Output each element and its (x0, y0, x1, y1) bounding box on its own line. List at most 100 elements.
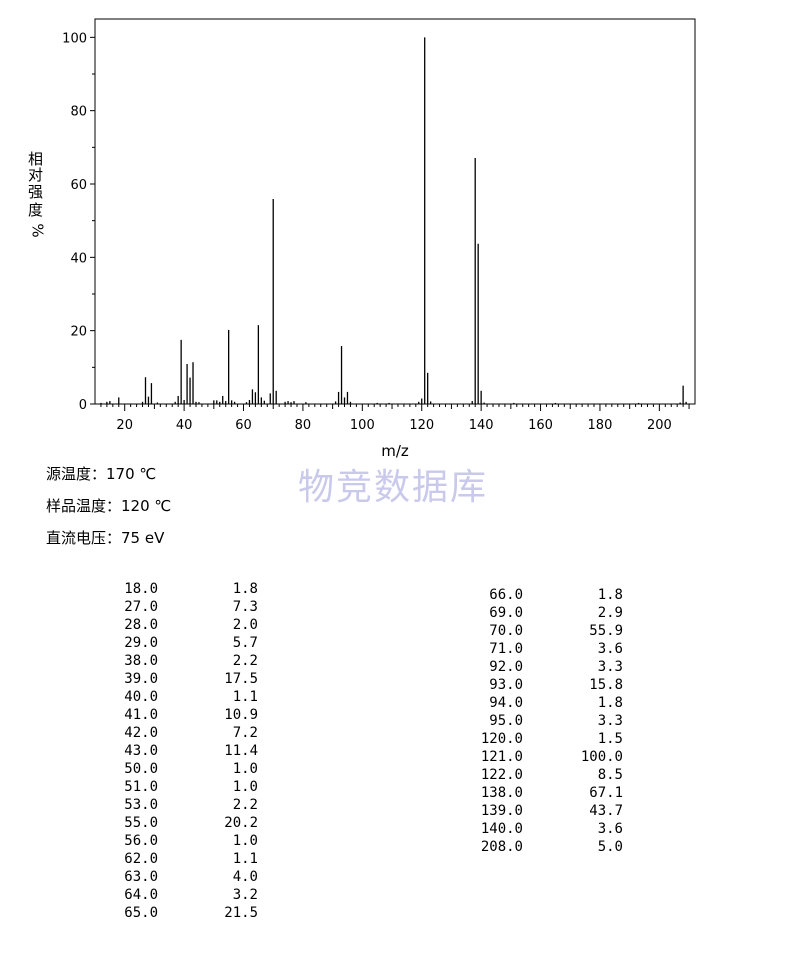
peak-intensity: 2.2 (232, 797, 258, 813)
x-tick-label: 60 (235, 418, 252, 433)
peak-intensity: 100.0 (580, 749, 623, 765)
sample-temperature: 样品温度：120 ℃ (46, 497, 172, 515)
peak-mz: 94.0 (489, 695, 523, 711)
peak-intensity: 5.0 (597, 839, 623, 855)
peak-mz: 41.0 (124, 707, 158, 723)
peak-row: 70.0 55.9 (463, 622, 623, 640)
peak-row: 29.0 5.7 (98, 634, 258, 652)
peak-mz: 42.0 (124, 725, 158, 741)
peak-mz: 18.0 (124, 581, 158, 597)
peak-row: 18.0 1.8 (98, 580, 258, 598)
y-axis-label-char: 度 (28, 201, 44, 219)
spectrum-peaks (100, 37, 687, 404)
y-tick-label: 40 (70, 251, 87, 266)
peak-mz: 92.0 (489, 659, 523, 675)
peak-mz: 121.0 (480, 749, 523, 765)
peak-row: 122.0 8.5 (463, 766, 623, 784)
peak-intensity: 1.1 (232, 851, 258, 867)
x-tick-label: 160 (528, 418, 553, 433)
peak-mz: 138.0 (480, 785, 523, 801)
peak-intensity: 3.3 (597, 713, 623, 729)
peak-intensity: 55.9 (589, 623, 623, 639)
peak-mz: 43.0 (124, 743, 158, 759)
peak-mz: 65.0 (124, 905, 158, 921)
peak-intensity: 3.6 (597, 641, 623, 657)
peak-row: 39.0 17.5 (98, 670, 258, 688)
peak-row: 41.0 10.9 (98, 706, 258, 724)
peak-mz: 51.0 (124, 779, 158, 795)
peak-intensity: 10.9 (224, 707, 258, 723)
x-tick-label: 120 (409, 418, 434, 433)
peak-row: 208.0 5.0 (463, 838, 623, 856)
dc-voltage: 直流电压：75 eV (46, 529, 165, 547)
peak-row: 66.0 1.8 (463, 586, 623, 604)
peak-mz: 29.0 (124, 635, 158, 651)
peak-mz: 93.0 (489, 677, 523, 693)
peak-intensity: 7.3 (232, 599, 258, 615)
peak-mz: 38.0 (124, 653, 158, 669)
peak-row: 139.0 43.7 (463, 802, 623, 820)
peak-mz: 120.0 (480, 731, 523, 747)
peak-row: 38.0 2.2 (98, 652, 258, 670)
peak-row: 27.0 7.3 (98, 598, 258, 616)
peak-row: 120.0 1.5 (463, 730, 623, 748)
peak-row: 69.0 2.9 (463, 604, 623, 622)
peak-intensity: 8.5 (597, 767, 623, 783)
peak-intensity: 1.1 (232, 689, 258, 705)
peak-mz: 70.0 (489, 623, 523, 639)
peak-row: 93.0 15.8 (463, 676, 623, 694)
peak-intensity: 1.8 (597, 695, 623, 711)
peak-mz: 122.0 (480, 767, 523, 783)
x-tick-label: 100 (350, 418, 375, 433)
peak-intensity: 3.6 (597, 821, 623, 837)
peak-row: 140.0 3.6 (463, 820, 623, 838)
peak-mz: 27.0 (124, 599, 158, 615)
peak-row: 42.0 7.2 (98, 724, 258, 742)
peak-row: 92.0 3.3 (463, 658, 623, 676)
x-axis-label: m/z (381, 442, 409, 460)
y-tick-label: 100 (62, 31, 87, 46)
y-axis-label-char: 相 (28, 150, 44, 168)
peak-row: 94.0 1.8 (463, 694, 623, 712)
peak-mz: 56.0 (124, 833, 158, 849)
peak-row: 63.0 4.0 (98, 868, 258, 886)
peak-mz: 64.0 (124, 887, 158, 903)
peak-row: 55.0 20.2 (98, 814, 258, 832)
peak-table-left: 18.0 1.8 27.0 7.3 28.0 2.0 29.0 5.7 38.0 2.2 39.0 1… (98, 580, 258, 922)
peak-intensity: 67.1 (589, 785, 623, 801)
peak-row: 50.0 1.0 (98, 760, 258, 778)
peak-intensity: 1.0 (232, 761, 258, 777)
peak-intensity: 15.8 (589, 677, 623, 693)
x-axis-ticks: 20 40 60 80 100 120 140 160 180 200 (100, 404, 690, 433)
peak-intensity: 21.5 (224, 905, 258, 921)
peak-intensity: 3.2 (232, 887, 258, 903)
peak-mz: 62.0 (124, 851, 158, 867)
peak-row: 40.0 1.1 (98, 688, 258, 706)
y-tick-label: 20 (70, 325, 87, 340)
peak-intensity: 1.8 (597, 587, 623, 603)
peak-row: 28.0 2.0 (98, 616, 258, 634)
peak-row: 62.0 1.1 (98, 850, 258, 868)
peak-row: 71.0 3.6 (463, 640, 623, 658)
peak-intensity: 2.0 (232, 617, 258, 633)
peak-row: 53.0 2.2 (98, 796, 258, 814)
y-axis-label-char: 对 (28, 166, 44, 184)
x-tick-label: 80 (295, 418, 312, 433)
peak-row: 65.0 21.5 (98, 904, 258, 922)
y-tick-label: 60 (70, 178, 87, 193)
peak-row: 43.0 11.4 (98, 742, 258, 760)
peak-mz: 50.0 (124, 761, 158, 777)
peak-intensity: 1.0 (232, 833, 258, 849)
peak-mz: 140.0 (480, 821, 523, 837)
peak-intensity: 2.9 (597, 605, 623, 621)
peak-mz: 39.0 (124, 671, 158, 687)
peak-mz: 139.0 (480, 803, 523, 819)
peak-intensity: 20.2 (224, 815, 258, 831)
y-tick-label: 0 (79, 398, 87, 413)
plot-frame (94, 18, 696, 405)
peak-mz: 55.0 (124, 815, 158, 831)
peak-mz: 95.0 (489, 713, 523, 729)
x-tick-label: 140 (469, 418, 494, 433)
peak-table-right: 66.0 1.8 69.0 2.9 70.0 55.9 71.0 3.6 92.0 3.3 93.0… (463, 586, 623, 856)
x-tick-label: 200 (647, 418, 672, 433)
